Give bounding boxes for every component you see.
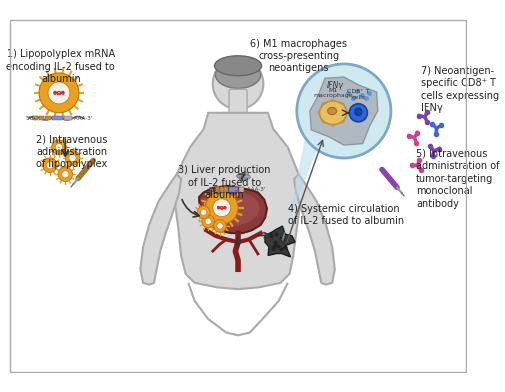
Circle shape xyxy=(339,103,343,107)
Ellipse shape xyxy=(215,61,260,88)
Circle shape xyxy=(200,209,207,216)
Polygon shape xyxy=(199,186,267,233)
Text: 6) M1 macrophages
cross-presenting
neoantigens: 6) M1 macrophages cross-presenting neoan… xyxy=(249,39,346,73)
Circle shape xyxy=(65,151,80,165)
Circle shape xyxy=(318,111,322,115)
Polygon shape xyxy=(204,191,259,226)
Ellipse shape xyxy=(243,175,250,179)
Circle shape xyxy=(201,215,214,228)
FancyBboxPatch shape xyxy=(33,116,38,120)
Circle shape xyxy=(42,158,57,172)
Circle shape xyxy=(205,191,237,224)
Circle shape xyxy=(343,111,347,115)
FancyBboxPatch shape xyxy=(64,116,72,120)
FancyBboxPatch shape xyxy=(238,187,244,192)
Circle shape xyxy=(216,223,223,229)
FancyBboxPatch shape xyxy=(39,116,44,120)
Circle shape xyxy=(213,199,230,217)
Text: 5'δ-: 5'δ- xyxy=(25,116,36,121)
Text: 7) Neoantigen-
specific CD8⁺ T
cells expressing
IFNγ: 7) Neoantigen- specific CD8⁺ T cells exp… xyxy=(420,66,498,113)
Ellipse shape xyxy=(348,104,367,122)
Polygon shape xyxy=(174,113,300,289)
Circle shape xyxy=(69,154,76,162)
FancyBboxPatch shape xyxy=(224,187,228,192)
Text: 5) Intravenous
administration of
tumor-targeting
monoclonal
antibody: 5) Intravenous administration of tumor-t… xyxy=(416,149,499,209)
Circle shape xyxy=(48,82,70,104)
Circle shape xyxy=(46,162,54,169)
Circle shape xyxy=(330,122,335,126)
FancyBboxPatch shape xyxy=(52,116,63,120)
Text: 2) Intravenous
administration
of lipopolyplex: 2) Intravenous administration of lipopol… xyxy=(36,134,108,169)
Circle shape xyxy=(296,64,390,158)
Circle shape xyxy=(321,103,326,107)
Text: M1
macrophage: M1 macrophage xyxy=(313,87,352,98)
Polygon shape xyxy=(265,226,294,257)
Circle shape xyxy=(339,118,343,123)
FancyBboxPatch shape xyxy=(229,89,246,114)
Text: -AAA-3': -AAA-3' xyxy=(72,116,92,121)
Circle shape xyxy=(39,73,79,113)
Text: 1) Lipopolyplex mRNA
encoding IL-2 fused to
albumin: 1) Lipopolyplex mRNA encoding IL-2 fused… xyxy=(7,49,115,84)
Circle shape xyxy=(205,218,211,225)
Circle shape xyxy=(213,220,226,232)
Ellipse shape xyxy=(236,174,242,178)
Text: -AAA-3': -AAA-3' xyxy=(245,187,265,192)
Text: 5'δ-: 5'δ- xyxy=(208,187,218,192)
Polygon shape xyxy=(140,174,181,285)
Ellipse shape xyxy=(242,172,248,176)
Polygon shape xyxy=(293,174,334,285)
FancyBboxPatch shape xyxy=(220,187,223,192)
Circle shape xyxy=(58,167,72,181)
Circle shape xyxy=(321,118,326,123)
Text: 3) Liver production
of IL-2 fused to
albumin: 3) Liver production of IL-2 fused to alb… xyxy=(178,165,270,200)
Ellipse shape xyxy=(354,108,361,116)
FancyBboxPatch shape xyxy=(215,187,219,192)
Text: IFNγ: IFNγ xyxy=(326,81,342,90)
Circle shape xyxy=(212,58,263,109)
Ellipse shape xyxy=(214,56,261,76)
Circle shape xyxy=(197,206,210,219)
Text: CD8⁺ T
cells: CD8⁺ T cells xyxy=(346,89,369,100)
Ellipse shape xyxy=(239,176,245,181)
Polygon shape xyxy=(309,77,377,145)
Polygon shape xyxy=(281,125,321,242)
FancyBboxPatch shape xyxy=(229,187,237,192)
Circle shape xyxy=(62,171,69,178)
Ellipse shape xyxy=(327,107,336,114)
Circle shape xyxy=(55,143,63,151)
Circle shape xyxy=(52,140,66,154)
Text: 4) Systemic circulation
of IL-2 fused to albumin: 4) Systemic circulation of IL-2 fused to… xyxy=(287,204,403,226)
Circle shape xyxy=(330,100,335,104)
FancyBboxPatch shape xyxy=(45,116,50,120)
Ellipse shape xyxy=(319,101,346,125)
